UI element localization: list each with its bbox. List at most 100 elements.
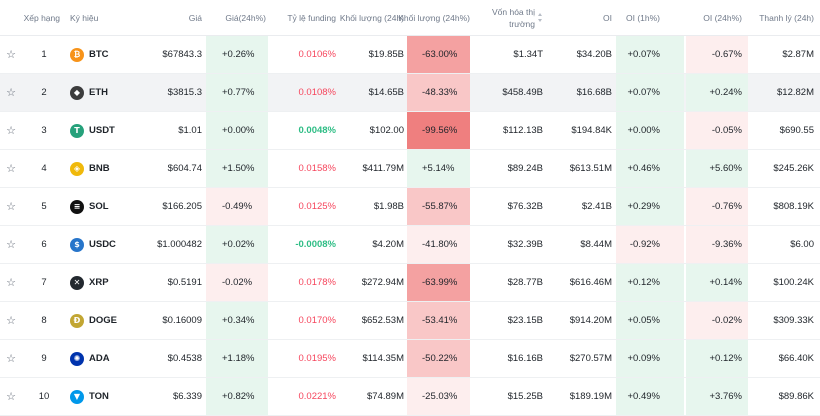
- symbol-label: ADA: [89, 353, 110, 364]
- mcap-cell: $23.15B: [507, 315, 543, 326]
- mcap-cell: $112.13B: [503, 125, 543, 136]
- rank-cell: 8: [41, 315, 47, 326]
- mcap-cell: $458.49B: [502, 87, 543, 98]
- favorite-star-icon[interactable]: ☆: [6, 125, 16, 137]
- symbol-cell[interactable]: Ð DOGE: [70, 302, 148, 339]
- symbol-cell[interactable]: T USDT: [70, 112, 148, 149]
- header-rank[interactable]: Xếp hạng: [23, 12, 60, 23]
- oi-cell: $16.68B: [576, 87, 612, 98]
- oi-1h-cell: +0.00%: [616, 112, 684, 149]
- table-row[interactable]: ☆ 7 ✕ XRP $0.5191 -0.02% 0.0178% $272.94M -63.99…: [0, 264, 820, 302]
- table-row[interactable]: ☆ 6 $ USDC $1.000482 +0.02% -0.0008% $4.20M -41.…: [0, 226, 820, 264]
- symbol-cell[interactable]: ◈ BNB: [70, 150, 148, 187]
- symbol-cell[interactable]: ▼ TON: [70, 378, 148, 415]
- table-row[interactable]: ☆ 4 ◈ BNB $604.74 +1.50% 0.0158% $411.79M +5.14%…: [0, 150, 820, 188]
- liquidation-cell: $808.19K: [773, 201, 814, 212]
- symbol-label: ETH: [89, 87, 108, 98]
- table-row[interactable]: ☆ 8 Ð DOGE $0.16009 +0.34% 0.0170% $652.53M -53.…: [0, 302, 820, 340]
- table-body: ☆ 1 ₿ BTC $67843.3 +0.26% 0.0106% $19.85B -63.00…: [0, 36, 820, 416]
- liquidation-cell: $309.33K: [773, 315, 814, 326]
- symbol-cell[interactable]: ◆ ETH: [70, 74, 148, 111]
- favorite-star-icon[interactable]: ☆: [6, 87, 16, 99]
- rank-cell: 3: [41, 125, 47, 136]
- oi-cell: $270.57M: [569, 353, 612, 364]
- symbol-label: BNB: [89, 163, 110, 174]
- funding-cell: 0.0170%: [298, 315, 336, 326]
- dogecoin-icon: Ð: [70, 313, 84, 328]
- header-mcap[interactable]: Vốn hóa thị trường: [480, 0, 543, 35]
- symbol-label: XRP: [89, 277, 109, 288]
- symbol-cell[interactable]: ₿ BTC: [70, 36, 148, 73]
- funding-cell: 0.0108%: [298, 87, 336, 98]
- header-price[interactable]: Giá: [150, 0, 202, 35]
- symbol-cell[interactable]: $ USDC: [70, 226, 148, 263]
- funding-cell: -0.0008%: [295, 239, 336, 250]
- oi-cell: $189.19M: [569, 391, 612, 402]
- table-row[interactable]: ☆ 9 ✺ ADA $0.4538 +1.18% 0.0195% $114.35M -50.22…: [0, 340, 820, 378]
- price-change-cell: +0.34%: [206, 302, 268, 339]
- symbol-cell[interactable]: ✕ XRP: [70, 264, 148, 301]
- rank-cell: 4: [41, 163, 47, 174]
- price-cell: $67843.3: [162, 49, 202, 60]
- favorite-star-icon[interactable]: ☆: [6, 353, 16, 365]
- mcap-cell: $76.32B: [507, 201, 543, 212]
- header-oi-24h[interactable]: OI (24h%): [676, 0, 742, 35]
- symbol-label: BTC: [89, 49, 109, 60]
- table-row[interactable]: ☆ 3 T USDT $1.01 +0.00% 0.0048% $102.00 -99.56% $…: [0, 112, 820, 150]
- header-symbol[interactable]: Ký hiệu: [70, 12, 99, 23]
- table-row[interactable]: ☆ 5 ≡ SOL $166.205 -0.49% 0.0125% $1.98B -55.87%…: [0, 188, 820, 226]
- tether-icon: T: [70, 123, 84, 138]
- favorite-star-icon[interactable]: ☆: [6, 277, 16, 289]
- oi-cell: $616.46M: [569, 277, 612, 288]
- header-liquidation[interactable]: Thanh lý (24h): [752, 0, 814, 35]
- mcap-cell: $32.39B: [507, 239, 543, 250]
- price-change-cell: +1.50%: [206, 150, 268, 187]
- header-volume[interactable]: Khối lượng (24h): [338, 0, 404, 35]
- favorite-star-icon[interactable]: ☆: [6, 239, 16, 251]
- liquidation-cell: $245.26K: [773, 163, 814, 174]
- oi-24h-cell: -9.36%: [686, 226, 748, 263]
- table-row[interactable]: ☆ 2 ◆ ETH $3815.3 +0.77% 0.0108% $14.65B -48.33%…: [0, 74, 820, 112]
- favorite-star-icon[interactable]: ☆: [6, 49, 16, 61]
- symbol-label: SOL: [89, 201, 109, 212]
- oi-24h-cell: -0.67%: [686, 36, 748, 73]
- favorite-star-icon[interactable]: ☆: [6, 163, 16, 175]
- favorite-star-icon[interactable]: ☆: [6, 315, 16, 327]
- favorite-star-icon[interactable]: ☆: [6, 391, 16, 403]
- oi-24h-cell: -0.02%: [686, 302, 748, 339]
- header-funding[interactable]: Tỷ lệ funding: [270, 0, 336, 35]
- symbol-label: TON: [89, 391, 109, 402]
- header-volume-label: Khối lượng (24h): [339, 12, 404, 23]
- favorite-star-icon[interactable]: ☆: [6, 201, 16, 213]
- rank-cell: 5: [41, 201, 47, 212]
- ethereum-icon: ◆: [70, 85, 84, 100]
- header-oi[interactable]: OI: [560, 0, 612, 35]
- price-change-cell: +0.02%: [206, 226, 268, 263]
- symbol-cell[interactable]: ✺ ADA: [70, 340, 148, 377]
- oi-cell: $34.20B: [576, 49, 612, 60]
- oi-1h-cell: +0.07%: [616, 74, 684, 111]
- funding-cell: 0.0125%: [298, 201, 336, 212]
- oi-cell: $8.44M: [580, 239, 612, 250]
- oi-1h-cell: +0.49%: [616, 378, 684, 415]
- price-cell: $0.5191: [167, 277, 202, 288]
- liquidation-cell: $66.40K: [778, 353, 814, 364]
- header-oi-1h[interactable]: OI (1h%): [616, 0, 660, 35]
- price-change-cell: +0.77%: [206, 74, 268, 111]
- table-row[interactable]: ☆ 10 ▼ TON $6.339 +0.82% 0.0221% $74.89M -25.03%…: [0, 378, 820, 416]
- header-liquidation-label: Thanh lý (24h): [759, 12, 814, 23]
- volume-cell: $102.00: [369, 125, 404, 136]
- oi-cell: $613.51M: [569, 163, 612, 174]
- table-row[interactable]: ☆ 1 ₿ BTC $67843.3 +0.26% 0.0106% $19.85B -63.00…: [0, 36, 820, 74]
- header-volume-change-label: Khối lượng (24h%): [398, 12, 470, 23]
- header-oi-24h-label: OI (24h%): [703, 12, 742, 23]
- header-price-change[interactable]: Giá(24h%): [210, 0, 266, 35]
- symbol-cell[interactable]: ≡ SOL: [70, 188, 148, 225]
- volume-change-cell: -53.41%: [407, 302, 470, 339]
- mcap-cell: $89.24B: [507, 163, 543, 174]
- oi-24h-cell: -0.76%: [686, 188, 748, 225]
- price-change-cell: -0.49%: [206, 188, 268, 225]
- oi-cell: $914.20M: [569, 315, 612, 326]
- volume-cell: $652.53M: [361, 315, 404, 326]
- header-volume-change[interactable]: Khối lượng (24h%): [398, 0, 470, 35]
